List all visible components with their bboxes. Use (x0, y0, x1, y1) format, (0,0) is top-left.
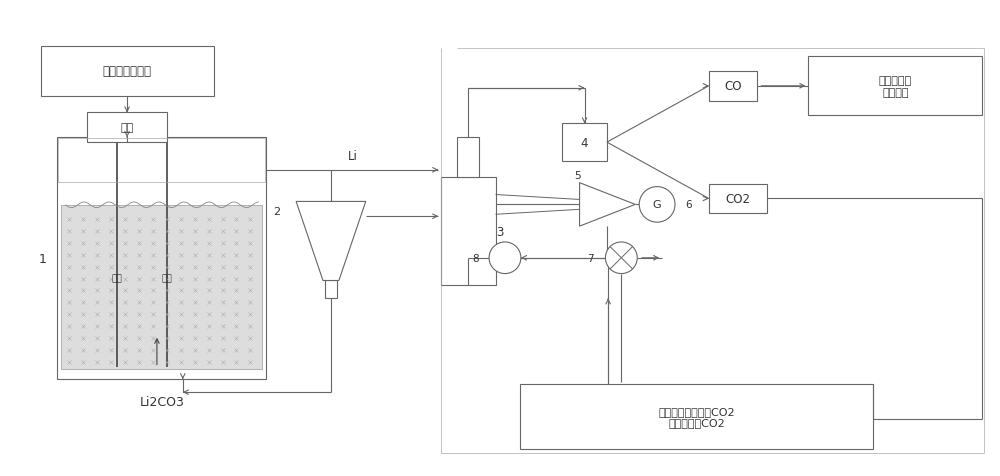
Text: 6: 6 (685, 200, 692, 210)
Text: 8: 8 (472, 253, 479, 263)
Text: 可再生能源发电: 可再生能源发电 (103, 65, 152, 78)
Text: 电源: 电源 (120, 123, 134, 133)
Text: 阳极: 阳极 (112, 274, 123, 283)
Text: 来自燃煤电站烟气CO2
捕集装置的CO2: 来自燃煤电站烟气CO2 捕集装置的CO2 (658, 406, 735, 427)
Text: 1: 1 (39, 252, 46, 265)
Bar (457, 138, 479, 178)
Bar (441, 178, 496, 286)
Polygon shape (580, 183, 635, 227)
Text: G: G (653, 200, 661, 210)
Bar (61, 205, 262, 370)
Text: 阴极: 阴极 (161, 274, 172, 283)
Text: CO2: CO2 (725, 193, 750, 206)
Bar (709, 184, 767, 214)
Circle shape (489, 242, 521, 274)
Text: 2: 2 (273, 207, 280, 217)
Bar (41, 47, 214, 97)
Bar (87, 113, 167, 143)
Circle shape (639, 187, 675, 223)
Text: 7: 7 (587, 253, 593, 263)
Bar (520, 385, 873, 448)
Bar (562, 124, 607, 161)
Text: 用作化工和
冶金原料: 用作化工和 冶金原料 (879, 76, 912, 98)
Text: 5: 5 (574, 170, 581, 180)
Bar (325, 281, 337, 298)
Text: Li2CO3: Li2CO3 (139, 395, 184, 408)
Bar (57, 138, 266, 379)
Circle shape (605, 242, 637, 274)
Polygon shape (296, 202, 366, 281)
Text: Li: Li (347, 150, 357, 163)
Bar (808, 57, 982, 116)
Text: 4: 4 (581, 136, 588, 149)
Text: 3: 3 (496, 225, 504, 238)
Bar (709, 72, 757, 101)
Text: CO: CO (724, 80, 741, 93)
